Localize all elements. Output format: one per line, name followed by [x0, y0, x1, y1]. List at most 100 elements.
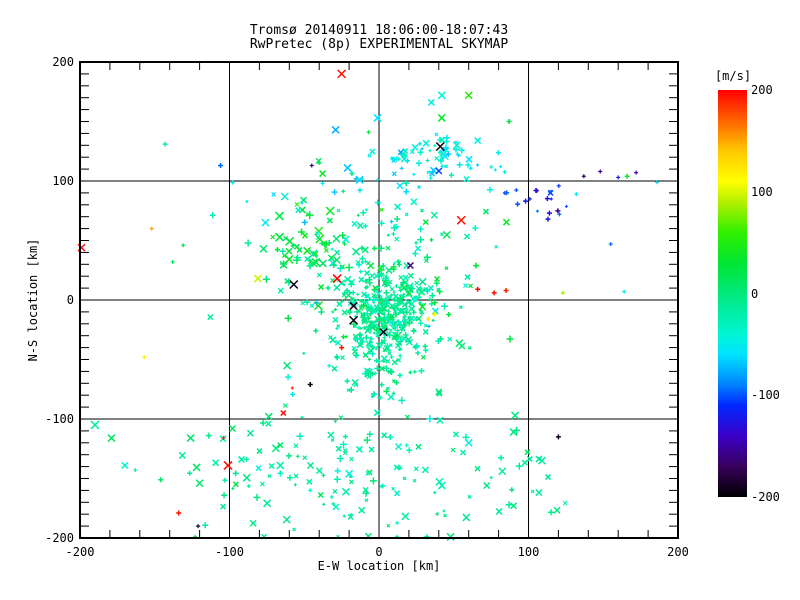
scatter-point-cross	[382, 347, 388, 353]
scatter-point-cross	[334, 249, 341, 256]
scatter-point-plus	[502, 169, 507, 174]
scatter-point-cross	[386, 331, 392, 337]
scatter-point-plus	[307, 381, 313, 387]
scatter-point-cross	[379, 328, 388, 337]
scatter-point-plus	[442, 144, 449, 151]
plot-frame	[79, 61, 679, 539]
scatter-point-cross	[353, 382, 359, 388]
scatter-point-cross	[396, 340, 403, 347]
scatter-point-plus	[389, 305, 393, 309]
scatter-point-plus	[351, 297, 355, 301]
scatter-point-cross	[260, 481, 265, 487]
scatter-point-cross	[381, 339, 386, 344]
scatter-point-plus	[404, 443, 409, 448]
scatter-point-cross	[418, 288, 426, 296]
scatter-point-plus	[230, 180, 235, 185]
scatter-point-plus	[386, 348, 391, 353]
scatter-point-cross	[318, 259, 327, 268]
scatter-point-plus	[285, 452, 292, 459]
scatter-point-cross	[436, 390, 443, 397]
scatter-point-plus	[389, 219, 394, 224]
scatter-point-cross	[341, 292, 347, 298]
scatter-point-plus	[383, 289, 390, 296]
scatter-point-plus	[556, 183, 561, 188]
scatter-point-cross	[437, 481, 446, 490]
scatter-point-cross	[381, 311, 386, 316]
scatter-point-cross	[323, 247, 329, 253]
scatter-point-plus	[417, 226, 424, 233]
scatter-point-cross	[277, 442, 284, 449]
colorbar-tick-label: 0	[751, 286, 759, 301]
scatter-point-plus	[380, 262, 387, 269]
scatter-point-cross	[340, 264, 345, 270]
scatter-point-plus	[624, 173, 630, 179]
scatter-point-plus	[284, 314, 292, 322]
scatter-point-cross	[121, 461, 129, 469]
scatter-point-plus	[356, 325, 361, 330]
scatter-point-cross	[364, 327, 372, 335]
scatter-point-cross	[436, 416, 444, 424]
scatter-point-plus	[374, 365, 381, 372]
scatter-point-plus	[398, 286, 402, 290]
scatter-point-plus	[415, 290, 420, 295]
x-tick-label: 100	[517, 545, 540, 559]
scatter-point-cross	[444, 266, 449, 271]
scatter-point-plus	[382, 319, 386, 323]
scatter-point-cross	[373, 113, 382, 122]
scatter-point-plus	[415, 350, 421, 356]
scatter-point-cross	[465, 155, 473, 163]
scatter-point-cross	[406, 261, 414, 270]
scatter-point-cross	[327, 431, 335, 439]
scatter-point-plus	[378, 220, 385, 227]
scatter-point-cross	[408, 305, 415, 312]
scatter-point-plus	[376, 178, 380, 182]
scatter-point-cross	[289, 279, 299, 290]
scatter-point-plus	[429, 292, 436, 299]
scatter-point-cross	[464, 91, 473, 100]
scatter-point-plus	[503, 287, 509, 293]
scatter-point-cross	[407, 272, 414, 279]
scatter-point-plus	[342, 241, 347, 246]
scatter-point-cross	[383, 298, 388, 303]
scatter-point-plus	[435, 511, 440, 516]
scatter-point-cross	[261, 218, 270, 227]
scatter-point-cross	[237, 455, 245, 463]
scatter-point-cross	[385, 266, 393, 274]
scatter-point-plus	[149, 226, 154, 231]
scatter-point-cross	[342, 450, 348, 456]
scatter-point-cross	[434, 132, 439, 137]
scatter-point-cross	[418, 302, 427, 311]
scatter-point-cross	[282, 515, 291, 524]
scatter-point-cross	[267, 474, 272, 479]
scatter-point-cross	[436, 287, 441, 292]
scatter-point-cross	[383, 323, 388, 328]
scatter-point-plus	[221, 436, 226, 441]
y-tick-label: -100	[45, 412, 74, 426]
scatter-point-cross	[387, 351, 392, 356]
scatter-point-plus	[414, 342, 421, 349]
scatter-point-cross	[253, 274, 262, 283]
scatter-point-plus	[222, 477, 228, 483]
scatter-point-plus	[232, 470, 239, 477]
scatter-point-cross	[332, 255, 341, 265]
scatter-point-cross	[352, 348, 359, 355]
scatter-point-cross	[220, 503, 227, 510]
scatter-point-plus	[385, 320, 390, 325]
scatter-point-cross	[509, 502, 518, 510]
scatter-point-cross	[553, 506, 561, 514]
scatter-point-cross	[381, 432, 388, 439]
scatter-point-plus	[306, 262, 314, 270]
scatter-point-cross	[418, 277, 427, 286]
scatter-point-cross	[434, 275, 441, 283]
scatter-point-plus	[400, 279, 407, 286]
scatter-point-plus	[468, 166, 473, 171]
scatter-point-plus	[245, 199, 249, 203]
scatter-point-plus	[350, 320, 358, 328]
scatter-point-plus	[329, 495, 334, 500]
scatter-point-plus	[385, 295, 389, 299]
scatter-point-cross	[396, 357, 402, 363]
scatter-point-plus	[380, 483, 386, 489]
plot-title-line2: RwPretec (8p) EXPERIMENTAL SKYMAP	[249, 37, 509, 52]
scatter-point-cross	[284, 278, 291, 285]
scatter-point-cross	[355, 259, 361, 265]
